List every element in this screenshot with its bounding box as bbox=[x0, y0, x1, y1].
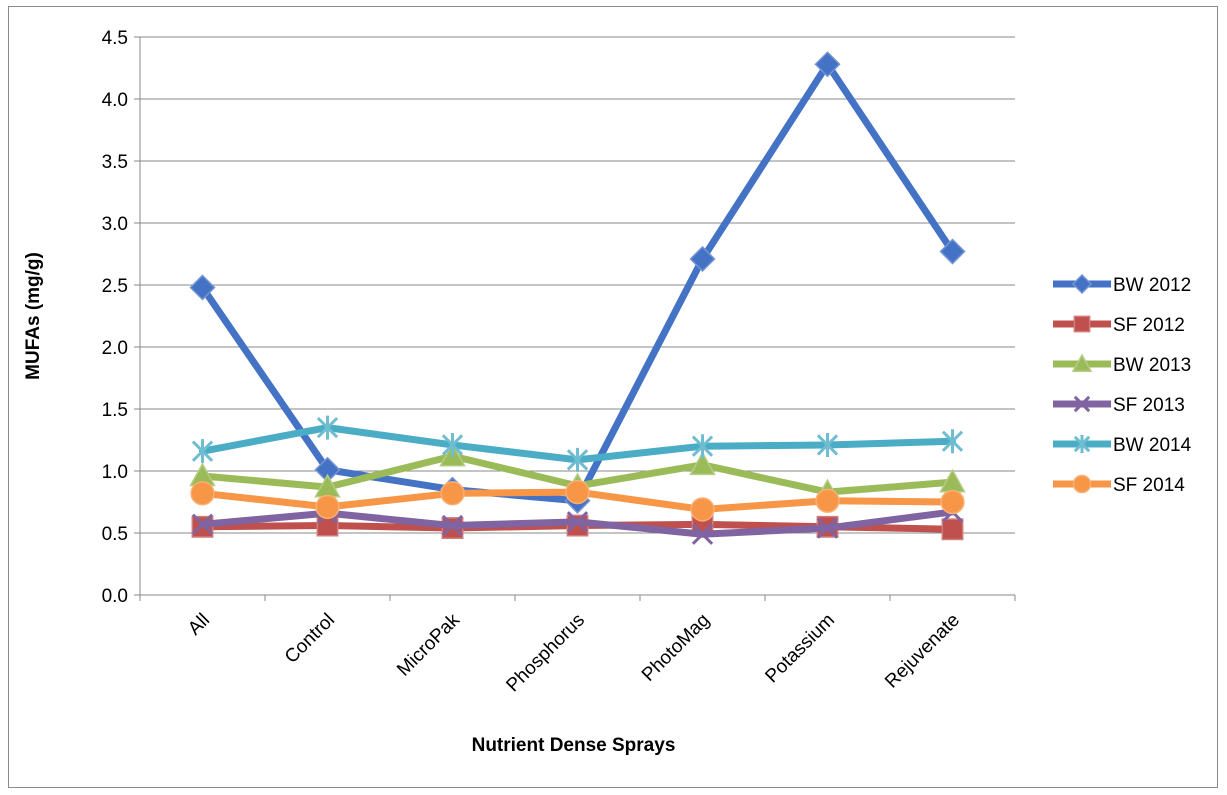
y-tick-label: 3.5 bbox=[102, 152, 128, 173]
data-point bbox=[316, 415, 339, 440]
data-point bbox=[315, 494, 340, 520]
data-point bbox=[941, 518, 964, 541]
y-tick-label: 1.5 bbox=[102, 400, 128, 421]
data-point bbox=[941, 429, 964, 454]
data-point bbox=[191, 513, 214, 535]
x-tick-label: Rejuvenate bbox=[881, 610, 964, 693]
data-point bbox=[565, 479, 590, 505]
legend-item: BW 2013 bbox=[1053, 353, 1191, 376]
legend-label: SF 2013 bbox=[1113, 395, 1185, 416]
data-point bbox=[1073, 315, 1091, 333]
x-tick-label: Phosphorus bbox=[502, 610, 589, 697]
data-point bbox=[1073, 395, 1091, 413]
data-point bbox=[189, 274, 216, 301]
data-point bbox=[566, 511, 589, 533]
y-tick-label: 0.5 bbox=[102, 524, 128, 545]
legend: BW 2012 SF 2012 BW 2013 SF 2013 BW 2014 SF 20… bbox=[1053, 273, 1192, 496]
series-sf-2014 bbox=[190, 479, 965, 522]
data-point bbox=[814, 51, 841, 78]
y-tick-label: 2.5 bbox=[102, 276, 128, 297]
data-point bbox=[1071, 273, 1093, 295]
y-tick-label: 4.5 bbox=[102, 28, 128, 49]
gridlines bbox=[134, 36, 1016, 601]
y-tick-label: 2.0 bbox=[102, 338, 128, 359]
series-lines bbox=[189, 51, 966, 545]
legend-label: SF 2012 bbox=[1113, 315, 1185, 336]
legend-item: SF 2013 bbox=[1053, 395, 1185, 416]
y-axis-title: MUFAs (mg/g) bbox=[23, 252, 44, 380]
data-point bbox=[815, 488, 840, 513]
data-point bbox=[1071, 353, 1093, 372]
data-point bbox=[190, 481, 215, 506]
chart-frame: 0.0 0.5 1.0 1.5 2.0 2.5 3.0 3.5 4.0 4.5 All Contro… bbox=[8, 6, 1218, 788]
x-tick-label: MicroPak bbox=[393, 609, 464, 680]
legend-label: SF 2014 bbox=[1113, 475, 1185, 496]
x-tick-label: All bbox=[184, 610, 214, 640]
y-tick-labels: 0.0 0.5 1.0 1.5 2.0 2.5 3.0 3.5 4.0 4.5 bbox=[102, 28, 128, 607]
data-point bbox=[441, 432, 464, 457]
x-tick-label: PhotoMag bbox=[638, 610, 714, 686]
x-tick-label: Control bbox=[281, 610, 339, 668]
legend-item: BW 2012 bbox=[1053, 273, 1191, 296]
legend-item: BW 2014 bbox=[1053, 435, 1192, 456]
x-tick-label: Potassium bbox=[761, 610, 839, 688]
y-tick-label: 1.0 bbox=[102, 462, 128, 483]
x-axis-title: Nutrient Dense Sprays bbox=[472, 735, 676, 756]
legend-label: BW 2012 bbox=[1113, 275, 1191, 296]
y-tick-label: 4.0 bbox=[102, 90, 128, 111]
legend-item: SF 2014 bbox=[1053, 474, 1185, 496]
data-point bbox=[816, 517, 839, 539]
data-point bbox=[689, 451, 716, 476]
legend-label: BW 2013 bbox=[1113, 355, 1191, 376]
data-point bbox=[690, 497, 715, 522]
data-point bbox=[689, 245, 716, 273]
legend-item: SF 2012 bbox=[1053, 315, 1185, 336]
legend-label: BW 2014 bbox=[1113, 435, 1192, 456]
data-point bbox=[566, 447, 589, 472]
data-point bbox=[440, 481, 465, 506]
data-point bbox=[1073, 435, 1091, 453]
line-chart: 0.0 0.5 1.0 1.5 2.0 2.5 3.0 3.5 4.0 4.5 All Contro… bbox=[23, 28, 1192, 756]
y-tick-label: 3.0 bbox=[102, 214, 128, 235]
data-point bbox=[691, 523, 714, 545]
data-point bbox=[940, 489, 965, 515]
data-point bbox=[441, 514, 464, 537]
series-line bbox=[199, 60, 956, 505]
data-point bbox=[1072, 474, 1092, 494]
y-tick-label: 0.0 bbox=[102, 586, 128, 607]
data-point bbox=[191, 439, 214, 464]
data-point bbox=[939, 238, 966, 265]
data-point bbox=[816, 432, 839, 457]
series-bw-2014 bbox=[191, 415, 964, 472]
x-tick-labels: All Control MicroPak Phosphorus PhotoMag Pota… bbox=[184, 609, 964, 696]
data-point bbox=[691, 434, 714, 459]
